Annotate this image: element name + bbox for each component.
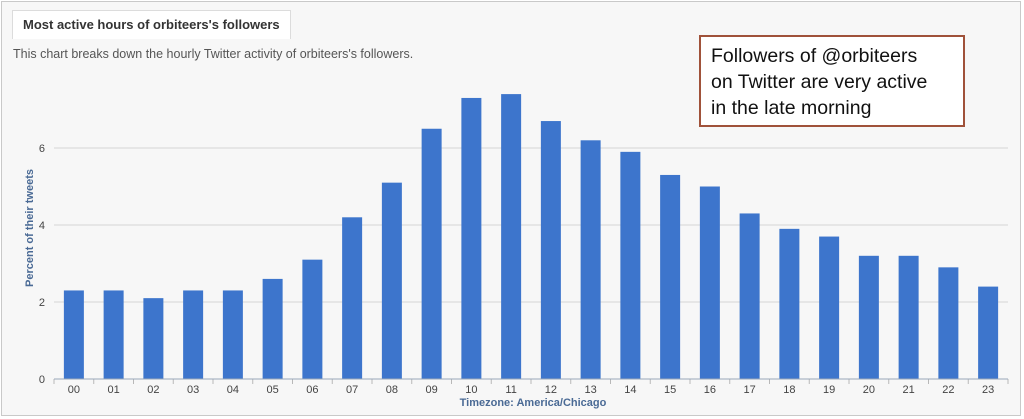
bar-23 (978, 286, 999, 379)
x-tick-label: 05 (267, 384, 279, 396)
bar-08 (381, 182, 402, 379)
bar-03 (183, 290, 204, 379)
chart-subtitle: This chart breaks down the hourly Twitte… (13, 47, 414, 61)
bars (63, 94, 999, 380)
bar-15 (660, 174, 681, 379)
x-tick-label: 15 (664, 384, 676, 396)
bar-06 (302, 259, 323, 379)
x-tick-label: 02 (147, 384, 159, 396)
x-tick-label: 21 (903, 384, 915, 396)
bar-16 (699, 186, 720, 379)
callout-line-2: on Twitter are very active (711, 71, 928, 93)
bar-13 (580, 140, 601, 379)
callout-line-1: Followers of @orbiteers (711, 45, 918, 67)
bar-22 (938, 267, 959, 379)
x-tick-label: 17 (744, 384, 756, 396)
bar-07 (342, 217, 363, 379)
x-tick-label: 08 (386, 384, 398, 396)
bar-11 (501, 94, 522, 379)
x-axis-title: Timezone: America/Chicago (460, 397, 607, 409)
y-tick-label: 0 (39, 374, 45, 386)
bar-00 (63, 290, 84, 379)
x-tick-label: 22 (942, 384, 954, 396)
x-tick-label: 23 (982, 384, 994, 396)
bar-19 (819, 236, 840, 379)
bar-21 (898, 255, 919, 379)
x-tick-label: 00 (68, 384, 80, 396)
bar-02 (143, 298, 164, 379)
y-tick-label: 6 (39, 143, 45, 155)
x-tick-label: 01 (108, 384, 120, 396)
x-tick-label: 18 (783, 384, 795, 396)
bar-14 (620, 151, 641, 379)
x-tick-label: 03 (187, 384, 199, 396)
x-tick-label: 10 (465, 384, 477, 396)
y-tick-label: 2 (39, 297, 45, 309)
chart-title: Most active hours of orbiteers's followe… (12, 10, 291, 39)
bar-05 (262, 278, 283, 379)
x-tick-label: 14 (624, 384, 636, 396)
y-tick-label: 4 (39, 220, 45, 232)
grid-lines (54, 147, 1008, 303)
bar-18 (779, 228, 800, 379)
x-tick-label: 16 (704, 384, 716, 396)
x-tick-label: 04 (227, 384, 239, 396)
y-axis-title: Percent of their tweets (24, 169, 36, 287)
annotation-callout: Followers of @orbiteers on Twitter are v… (699, 35, 965, 127)
bar-09 (421, 128, 442, 379)
bar-01 (103, 290, 124, 379)
x-tick-label: 12 (545, 384, 557, 396)
bar-10 (461, 97, 482, 379)
bar-12 (540, 121, 561, 380)
x-tick-label: 20 (863, 384, 875, 396)
x-tick-label: 06 (306, 384, 318, 396)
x-tick-label: 09 (426, 384, 438, 396)
x-tick-label: 13 (585, 384, 597, 396)
bar-17 (739, 213, 760, 379)
x-tick-label: 19 (823, 384, 835, 396)
x-tick-label: 11 (505, 384, 516, 396)
callout-line-3: in the late morning (711, 97, 872, 119)
bar-04 (222, 290, 243, 379)
bar-20 (858, 255, 879, 379)
x-tick-label: 07 (346, 384, 358, 396)
